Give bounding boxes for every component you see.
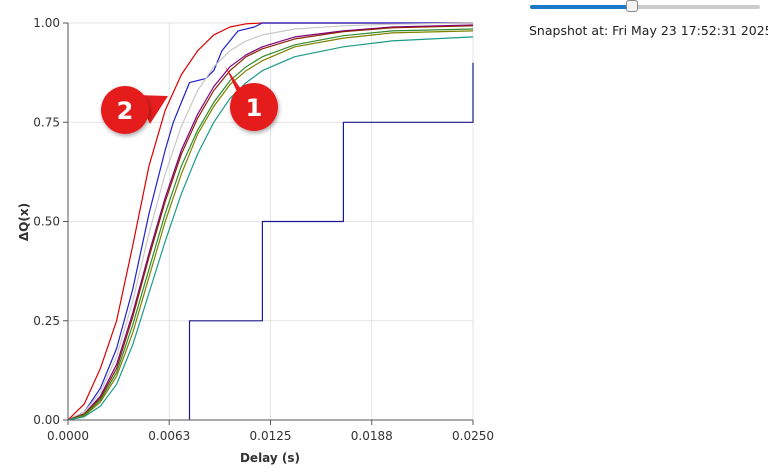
slider-thumb[interactable] [625, 0, 638, 12]
y-tick-label: 1.00 [33, 16, 60, 30]
x-tick-label: 0.0125 [250, 429, 292, 443]
x-axis-title: Delay (s) [240, 451, 300, 465]
series-line-5 [68, 25, 474, 421]
y-tick-label: 0.00 [33, 413, 60, 427]
series-group [68, 22, 474, 421]
slider-fill [530, 5, 632, 9]
series-line-4 [68, 24, 474, 421]
tick-labels: 0.0000 0.0063 0.0125 0.0188 0.0250 0.00 0.25 0.… [33, 16, 494, 443]
y-axis-title: ΔQ(x) [17, 203, 31, 241]
snapshot-timestamp: Snapshot at: Fri May 23 17:52:31 2025 [529, 23, 768, 38]
slider-track[interactable] [530, 5, 760, 9]
series-line-7 [68, 30, 474, 421]
snapshot-slider[interactable] [530, 0, 768, 14]
x-tick-label: 0.0063 [148, 429, 190, 443]
x-tick-label: 0.0000 [47, 429, 89, 443]
series-line-6 [68, 28, 474, 421]
x-tick-label: 0.0250 [452, 429, 494, 443]
series-line-2 [68, 22, 473, 421]
callout-1: 1 [225, 66, 278, 131]
series-line-8 [68, 36, 474, 421]
callout-2-label: 2 [117, 97, 134, 125]
callout-1-label: 1 [246, 94, 263, 122]
series-line-1 [68, 22, 473, 421]
y-tick-label: 0.25 [33, 314, 60, 328]
callout-1-circle [230, 83, 278, 131]
y-tick-label: 0.75 [33, 115, 60, 129]
callout-2: 2 [101, 86, 168, 134]
x-tick-label: 0.0188 [351, 429, 393, 443]
axes [63, 22, 474, 425]
y-tick-label: 0.50 [33, 215, 60, 229]
series-line-9 [188, 62, 474, 420]
series-line-3 [68, 22, 474, 421]
callout-2-circle [101, 86, 149, 134]
